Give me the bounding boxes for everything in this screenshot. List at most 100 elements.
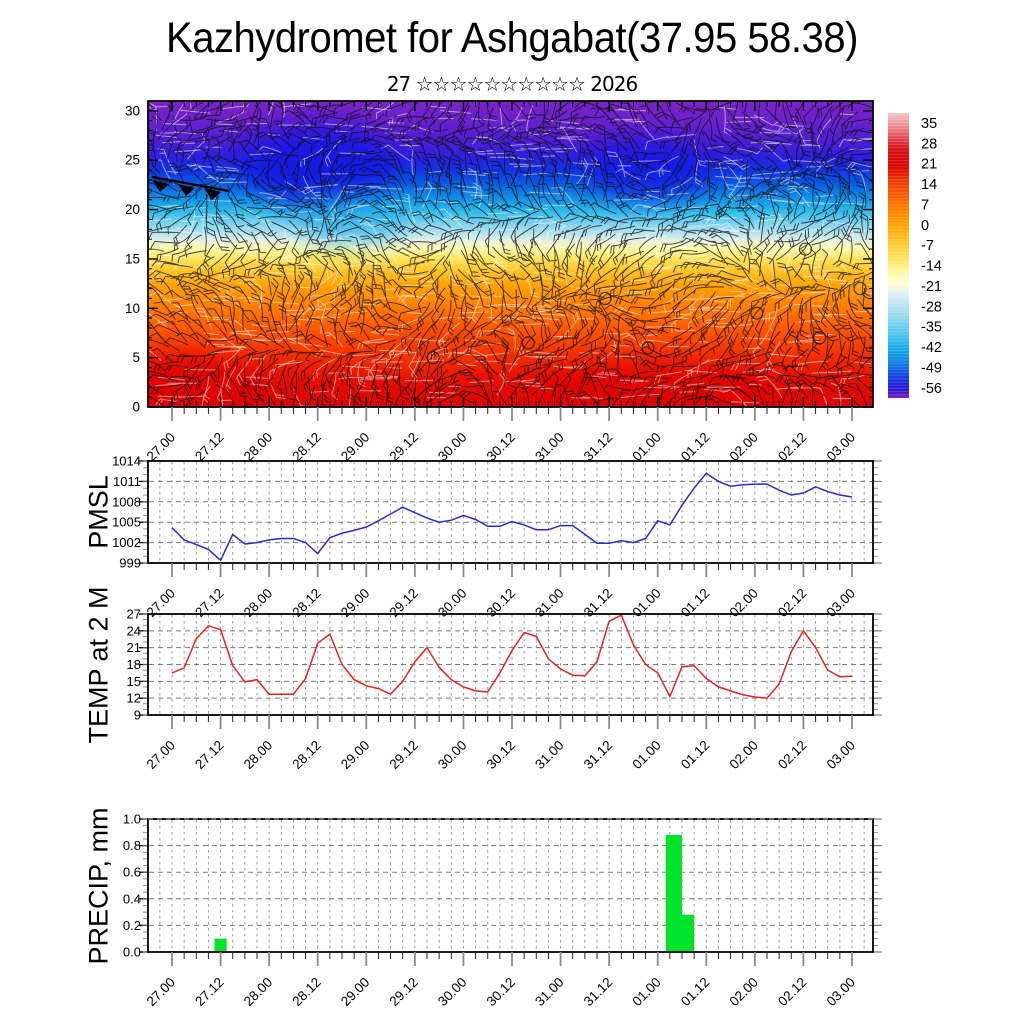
precip-time-axis: 27.00 27.12 28.00 28.12 29.00 29.12 30.00 30.12… [144,952,859,1010]
svg-text:0: 0 [921,218,929,234]
svg-text:0.2: 0.2 [123,918,141,933]
svg-text:31.00: 31.00 [532,430,567,465]
svg-text:02.00: 02.00 [726,738,761,773]
svg-text:1002: 1002 [112,535,141,550]
precip-bar [214,938,227,952]
svg-text:30.12: 30.12 [484,738,519,773]
svg-text:28: 28 [921,136,937,152]
svg-text:0.6: 0.6 [123,865,141,880]
precip-bar [665,834,682,952]
svg-text:28.12: 28.12 [289,738,324,773]
svg-text:0.0: 0.0 [123,945,141,960]
pmsl-panel-line [171,472,853,562]
svg-text:28.00: 28.00 [241,738,276,773]
svg-text:01.00: 01.00 [629,738,664,773]
svg-text:27.00: 27.00 [144,738,179,773]
svg-text:01.00: 01.00 [629,975,664,1010]
svg-text:27.00: 27.00 [144,975,179,1010]
svg-text:-56: -56 [921,381,942,397]
svg-text:1014: 1014 [112,454,141,469]
svg-text:30.00: 30.00 [435,975,470,1010]
svg-text:28.00: 28.00 [241,975,276,1010]
svg-text:14: 14 [921,177,937,193]
svg-text:27.00: 27.00 [144,430,179,465]
svg-text:1005: 1005 [112,515,141,530]
svg-text:27.12: 27.12 [192,430,227,465]
svg-text:18: 18 [127,657,141,672]
svg-text:29.00: 29.00 [338,738,373,773]
svg-text:0.4: 0.4 [123,891,141,906]
svg-text:999: 999 [119,556,141,571]
heatmap-time-axis: 27.00 27.12 28.00 28.12 29.00 29.12 30.00 30.12… [144,407,859,465]
svg-text:20: 20 [125,202,140,217]
svg-text:28.12: 28.12 [289,975,324,1010]
svg-text:01.12: 01.12 [678,738,713,773]
svg-text:03.00: 03.00 [824,430,859,465]
svg-text:30.12: 30.12 [484,975,519,1010]
svg-text:15: 15 [127,674,141,689]
precip-panel: 0.0 0.2 0.4 0.6 0.8 1.0 27.00 27.12 28.00 28.12 29… [123,812,882,1010]
temperature-height-panel: 0 5 10 15 20 25 30 27.00 27.12 28.00 28.12 29.00 29.… [125,100,874,465]
svg-text:30.12: 30.12 [484,430,519,465]
svg-text:9: 9 [134,708,141,723]
svg-text:1011: 1011 [113,474,141,489]
precip-bar [682,914,695,952]
svg-text:02.12: 02.12 [775,430,810,465]
svg-text:03.00: 03.00 [824,975,859,1010]
svg-text:0: 0 [132,400,140,415]
svg-text:30.00: 30.00 [435,738,470,773]
svg-text:31.00: 31.00 [532,738,567,773]
svg-text:1008: 1008 [112,494,141,509]
svg-text:01.00: 01.00 [629,430,664,465]
svg-text:25: 25 [125,153,140,168]
svg-text:31.12: 31.12 [581,430,616,465]
svg-text:27.12: 27.12 [192,738,227,773]
svg-text:-35: -35 [921,320,942,336]
svg-text:29.12: 29.12 [386,975,421,1010]
svg-text:01.12: 01.12 [678,975,713,1010]
temp-panel-time-axis: 27.00 27.12 28.00 28.12 29.00 29.12 30.00 30.12… [144,715,859,773]
svg-text:15: 15 [125,251,140,266]
svg-text:30.00: 30.00 [435,430,470,465]
svg-text:35: 35 [921,116,937,132]
svg-text:29.00: 29.00 [338,430,373,465]
svg-text:28.12: 28.12 [289,430,324,465]
svg-text:01.12: 01.12 [678,430,713,465]
svg-text:-42: -42 [921,340,942,356]
svg-text:21: 21 [921,157,937,173]
svg-text:02.00: 02.00 [726,430,761,465]
svg-text:31.12: 31.12 [581,975,616,1010]
pmsl-panel-time-axis: 27.00 27.12 28.00 28.12 29.00 29.12 30.00 30.12… [144,563,858,620]
svg-text:21: 21 [127,640,141,655]
svg-text:1.0: 1.0 [123,812,141,827]
svg-text:27.12: 27.12 [192,975,227,1010]
svg-text:-14: -14 [921,259,942,275]
svg-text:03.00: 03.00 [824,738,859,773]
temperature-colorbar: 35 28 21 14 7 0 -7 -14 -21 -28 -35 -42 -49 -56 [888,112,942,398]
temp-panel-line [171,614,853,699]
svg-text:-28: -28 [921,299,942,315]
svg-text:30: 30 [125,103,140,118]
svg-text:29.00: 29.00 [338,975,373,1010]
page-title: Kazhydromet for Ashgabat(37.95 58.38) [166,14,858,62]
svg-text:-7: -7 [921,238,934,254]
svg-text:0.8: 0.8 [123,838,141,853]
svg-text:10: 10 [125,301,140,316]
svg-text:24: 24 [127,623,141,638]
page-subtitle: 27 ☆☆☆☆☆☆☆☆☆☆ 2026 [386,72,638,96]
pmsl-panel: 999 1002 1005 1008 1011 1014 27.00 27.12 28.00 28… [112,454,882,620]
svg-text:-21: -21 [921,279,942,295]
svg-text:29.12: 29.12 [386,738,421,773]
svg-text:7: 7 [921,197,929,213]
svg-text:28.00: 28.00 [241,430,276,465]
svg-text:12: 12 [127,691,141,706]
svg-text:02.12: 02.12 [775,738,810,773]
svg-text:5: 5 [132,350,140,365]
svg-text:02.00: 02.00 [726,975,761,1010]
svg-text:31.00: 31.00 [532,975,567,1010]
svg-text:27: 27 [127,607,141,622]
svg-text:-49: -49 [921,360,942,376]
